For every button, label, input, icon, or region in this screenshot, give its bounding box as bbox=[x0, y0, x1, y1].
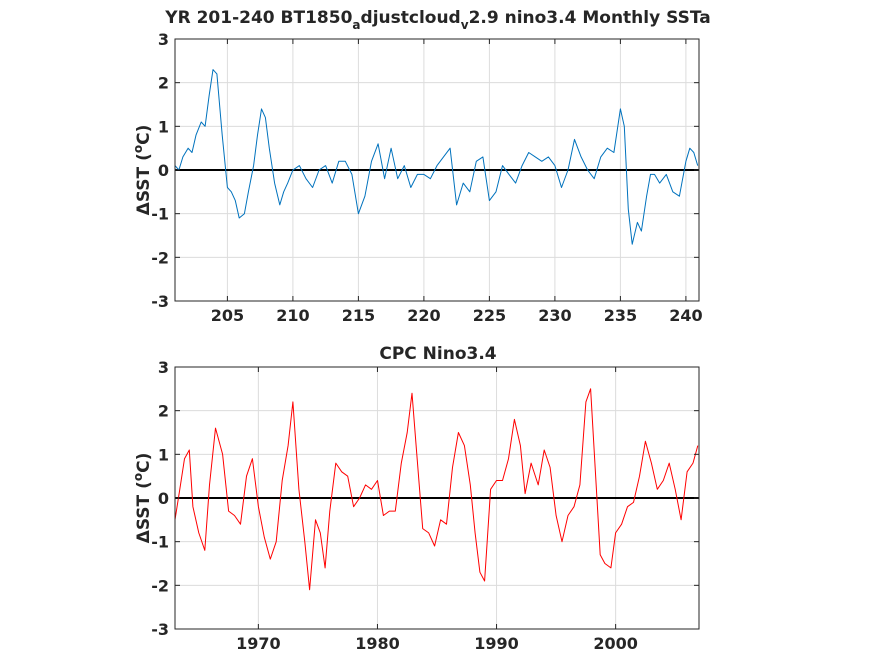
ytick-label: 3 bbox=[158, 30, 169, 49]
ytick-label: 2 bbox=[158, 74, 169, 93]
ytick-label: 2 bbox=[158, 402, 169, 421]
bottom-chart-title: CPC Nino3.4 bbox=[379, 344, 496, 364]
series-polyline bbox=[174, 69, 699, 245]
xtick-label: 1970 bbox=[236, 634, 281, 653]
bottom-series-line bbox=[174, 388, 699, 591]
top-chart: YR 201-240 BT1850adjustcloudv2.9 nino3.4… bbox=[131, 8, 711, 325]
bottom-xtick-labels: 1970 1980 1990 2000 bbox=[236, 634, 638, 653]
ytick-label: -1 bbox=[151, 533, 169, 552]
ytick-label: 1 bbox=[158, 117, 169, 136]
ytick-label: -2 bbox=[151, 248, 169, 267]
xtick-label: 210 bbox=[276, 306, 309, 325]
ytick-label: -3 bbox=[151, 292, 169, 311]
xtick-label: 220 bbox=[407, 306, 440, 325]
xtick-label: 2000 bbox=[593, 634, 638, 653]
ytick-label: 0 bbox=[158, 161, 169, 180]
xtick-label: 230 bbox=[538, 306, 571, 325]
ytick-label: 0 bbox=[158, 489, 169, 508]
xtick-label: 1990 bbox=[474, 634, 519, 653]
xtick-label: 205 bbox=[211, 306, 244, 325]
bottom-y-axis-label: ΔSST (oC) bbox=[131, 453, 154, 544]
top-series-line bbox=[174, 69, 699, 245]
xtick-label: 1980 bbox=[355, 634, 400, 653]
series-polyline bbox=[174, 388, 699, 591]
bottom-ticks bbox=[175, 366, 699, 630]
top-chart-title: YR 201-240 BT1850adjustcloudv2.9 nino3.4… bbox=[164, 8, 710, 32]
ytick-label: -1 bbox=[151, 205, 169, 224]
xtick-label: 225 bbox=[473, 306, 506, 325]
top-ytick-labels: 3 2 1 0 -1 -2 -3 bbox=[151, 30, 169, 311]
ytick-label: 3 bbox=[158, 358, 169, 377]
xtick-label: 215 bbox=[342, 306, 375, 325]
bottom-ytick-labels: 3 2 1 0 -1 -2 -3 bbox=[151, 358, 169, 639]
xtick-label: 235 bbox=[604, 306, 637, 325]
top-y-axis-label: ΔSST (oC) bbox=[131, 125, 154, 216]
top-xtick-labels: 205 210 215 220 225 230 235 240 bbox=[211, 306, 703, 325]
ytick-label: -2 bbox=[151, 576, 169, 595]
ytick-label: -3 bbox=[151, 620, 169, 639]
ytick-label: 1 bbox=[158, 445, 169, 464]
top-ticks bbox=[175, 38, 699, 302]
xtick-label: 240 bbox=[669, 306, 702, 325]
